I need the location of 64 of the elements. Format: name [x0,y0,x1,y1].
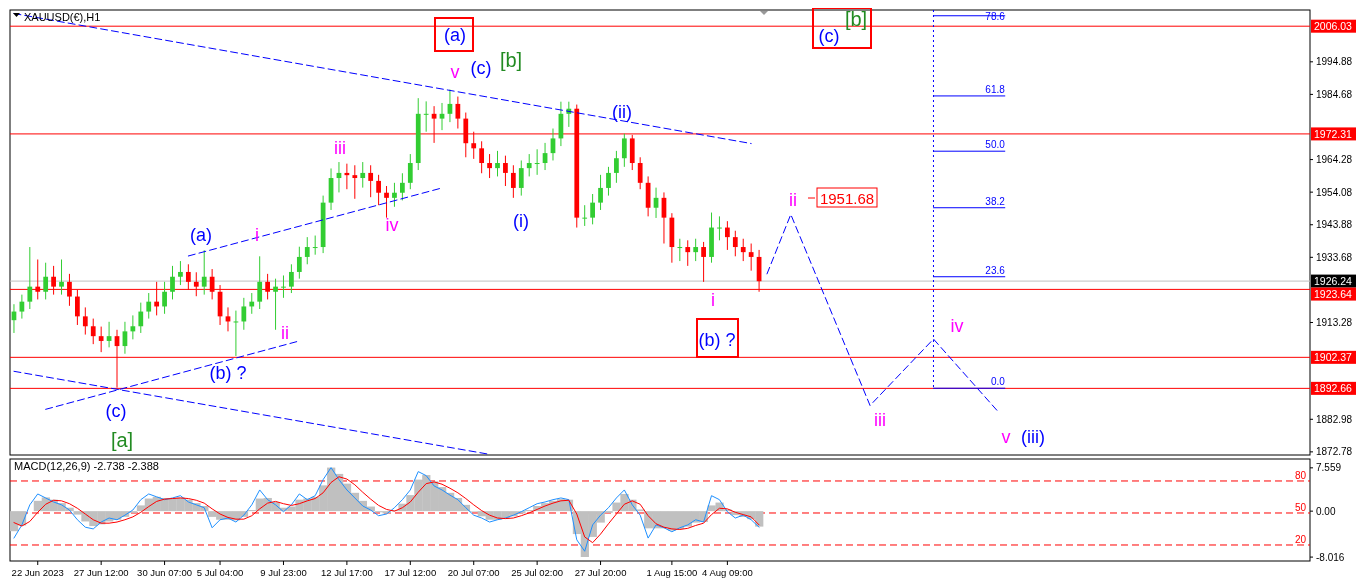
annotation: (a) [190,225,212,245]
annotation: (iii) [1021,427,1045,447]
y-tick-label: 1994.88 [1316,56,1353,68]
series-label: 0.0 [990,376,1006,388]
series-label: 38.2 [985,195,1006,207]
annotation: [b] [844,8,868,30]
ref-line-label: 1902.37 [1314,351,1353,364]
ref-line-label: 1926.24 [1314,275,1353,288]
x-tick-label: 4 Aug 09:00 [702,567,753,578]
series-label: 61.8 [985,83,1006,95]
x-tick-label: 17 Jul 12:00 [384,567,437,578]
annotation: (b) ? [698,330,736,350]
ref-line-label: 2006.03 [1314,20,1353,33]
x-tick-label: 9 Jul 23:00 [260,567,307,578]
annotation: v [1001,427,1011,447]
annotation: [a] [110,429,134,451]
series-label: 23.6 [985,264,1006,276]
annotation: iv [385,215,399,235]
y-tick-label: 1984.68 [1316,88,1353,100]
annotation: ii [281,323,289,343]
y-tick-label: 1872.78 [1316,446,1353,458]
y2-tick-label: 80 [1294,469,1307,481]
annotation: (i) [513,211,529,231]
annotation: (c) [470,58,492,78]
annotation: (b) ? [209,363,247,383]
x-tick-label: 1 Aug 15:00 [646,567,698,578]
annotation: (a) [444,25,466,45]
chart-title: MACD(12,26,9) -2.738 -2.388 [14,460,159,472]
y-tick-label: 0.00 [1316,505,1336,517]
x-tick-label: 5 Jul 04:00 [196,567,244,578]
y-tick-label: 1882.98 [1316,413,1353,425]
y-tick-label: -8.016 [1316,551,1345,563]
annotation: iii [334,138,346,158]
x-tick-label: 25 Jul 02:00 [511,567,564,578]
x-tick-label: 27 Jun 12:00 [73,567,129,578]
annotation: v [450,62,460,82]
annotation: (c) [818,26,840,46]
y2-tick-label: 20 [1294,534,1307,545]
annotation: iii [874,410,886,430]
y-tick-label: 7.559 [1316,462,1342,474]
ref-line-label: 1972.31 [1314,127,1353,140]
annotation: ii [789,190,797,210]
annotation: iv [950,316,964,336]
y-tick-label: 1933.68 [1316,251,1353,263]
chart-title: XAUUSD(€),H1 [24,11,101,23]
y-tick-label: 1964.28 [1316,154,1353,166]
annotation: (ii) [612,102,632,122]
y-tick-label: 1943.88 [1316,219,1353,231]
ref-line-label: 1923.64 [1314,288,1353,301]
annotation: (c) [105,401,127,421]
x-tick-label: 27 Jul 20:00 [574,567,627,578]
x-tick-label: 30 Jun 07:00 [137,567,193,578]
x-tick-label: 12 Jul 17:00 [321,567,373,578]
y2-tick-label: 50 [1294,501,1307,513]
x-tick-label: 22 Jun 2023 [11,567,64,578]
annotation: [b] [499,49,523,71]
annotation: i [711,290,715,310]
ref-line-label: 1892.66 [1314,382,1353,395]
annotation: 1951.68 [819,189,875,207]
annotation: i [255,225,259,245]
series-label: 50.0 [985,139,1006,151]
x-tick-label: 20 Jul 07:00 [447,567,500,578]
y-tick-label: 1954.08 [1316,186,1353,198]
y-tick-label: 1913.28 [1316,316,1353,328]
